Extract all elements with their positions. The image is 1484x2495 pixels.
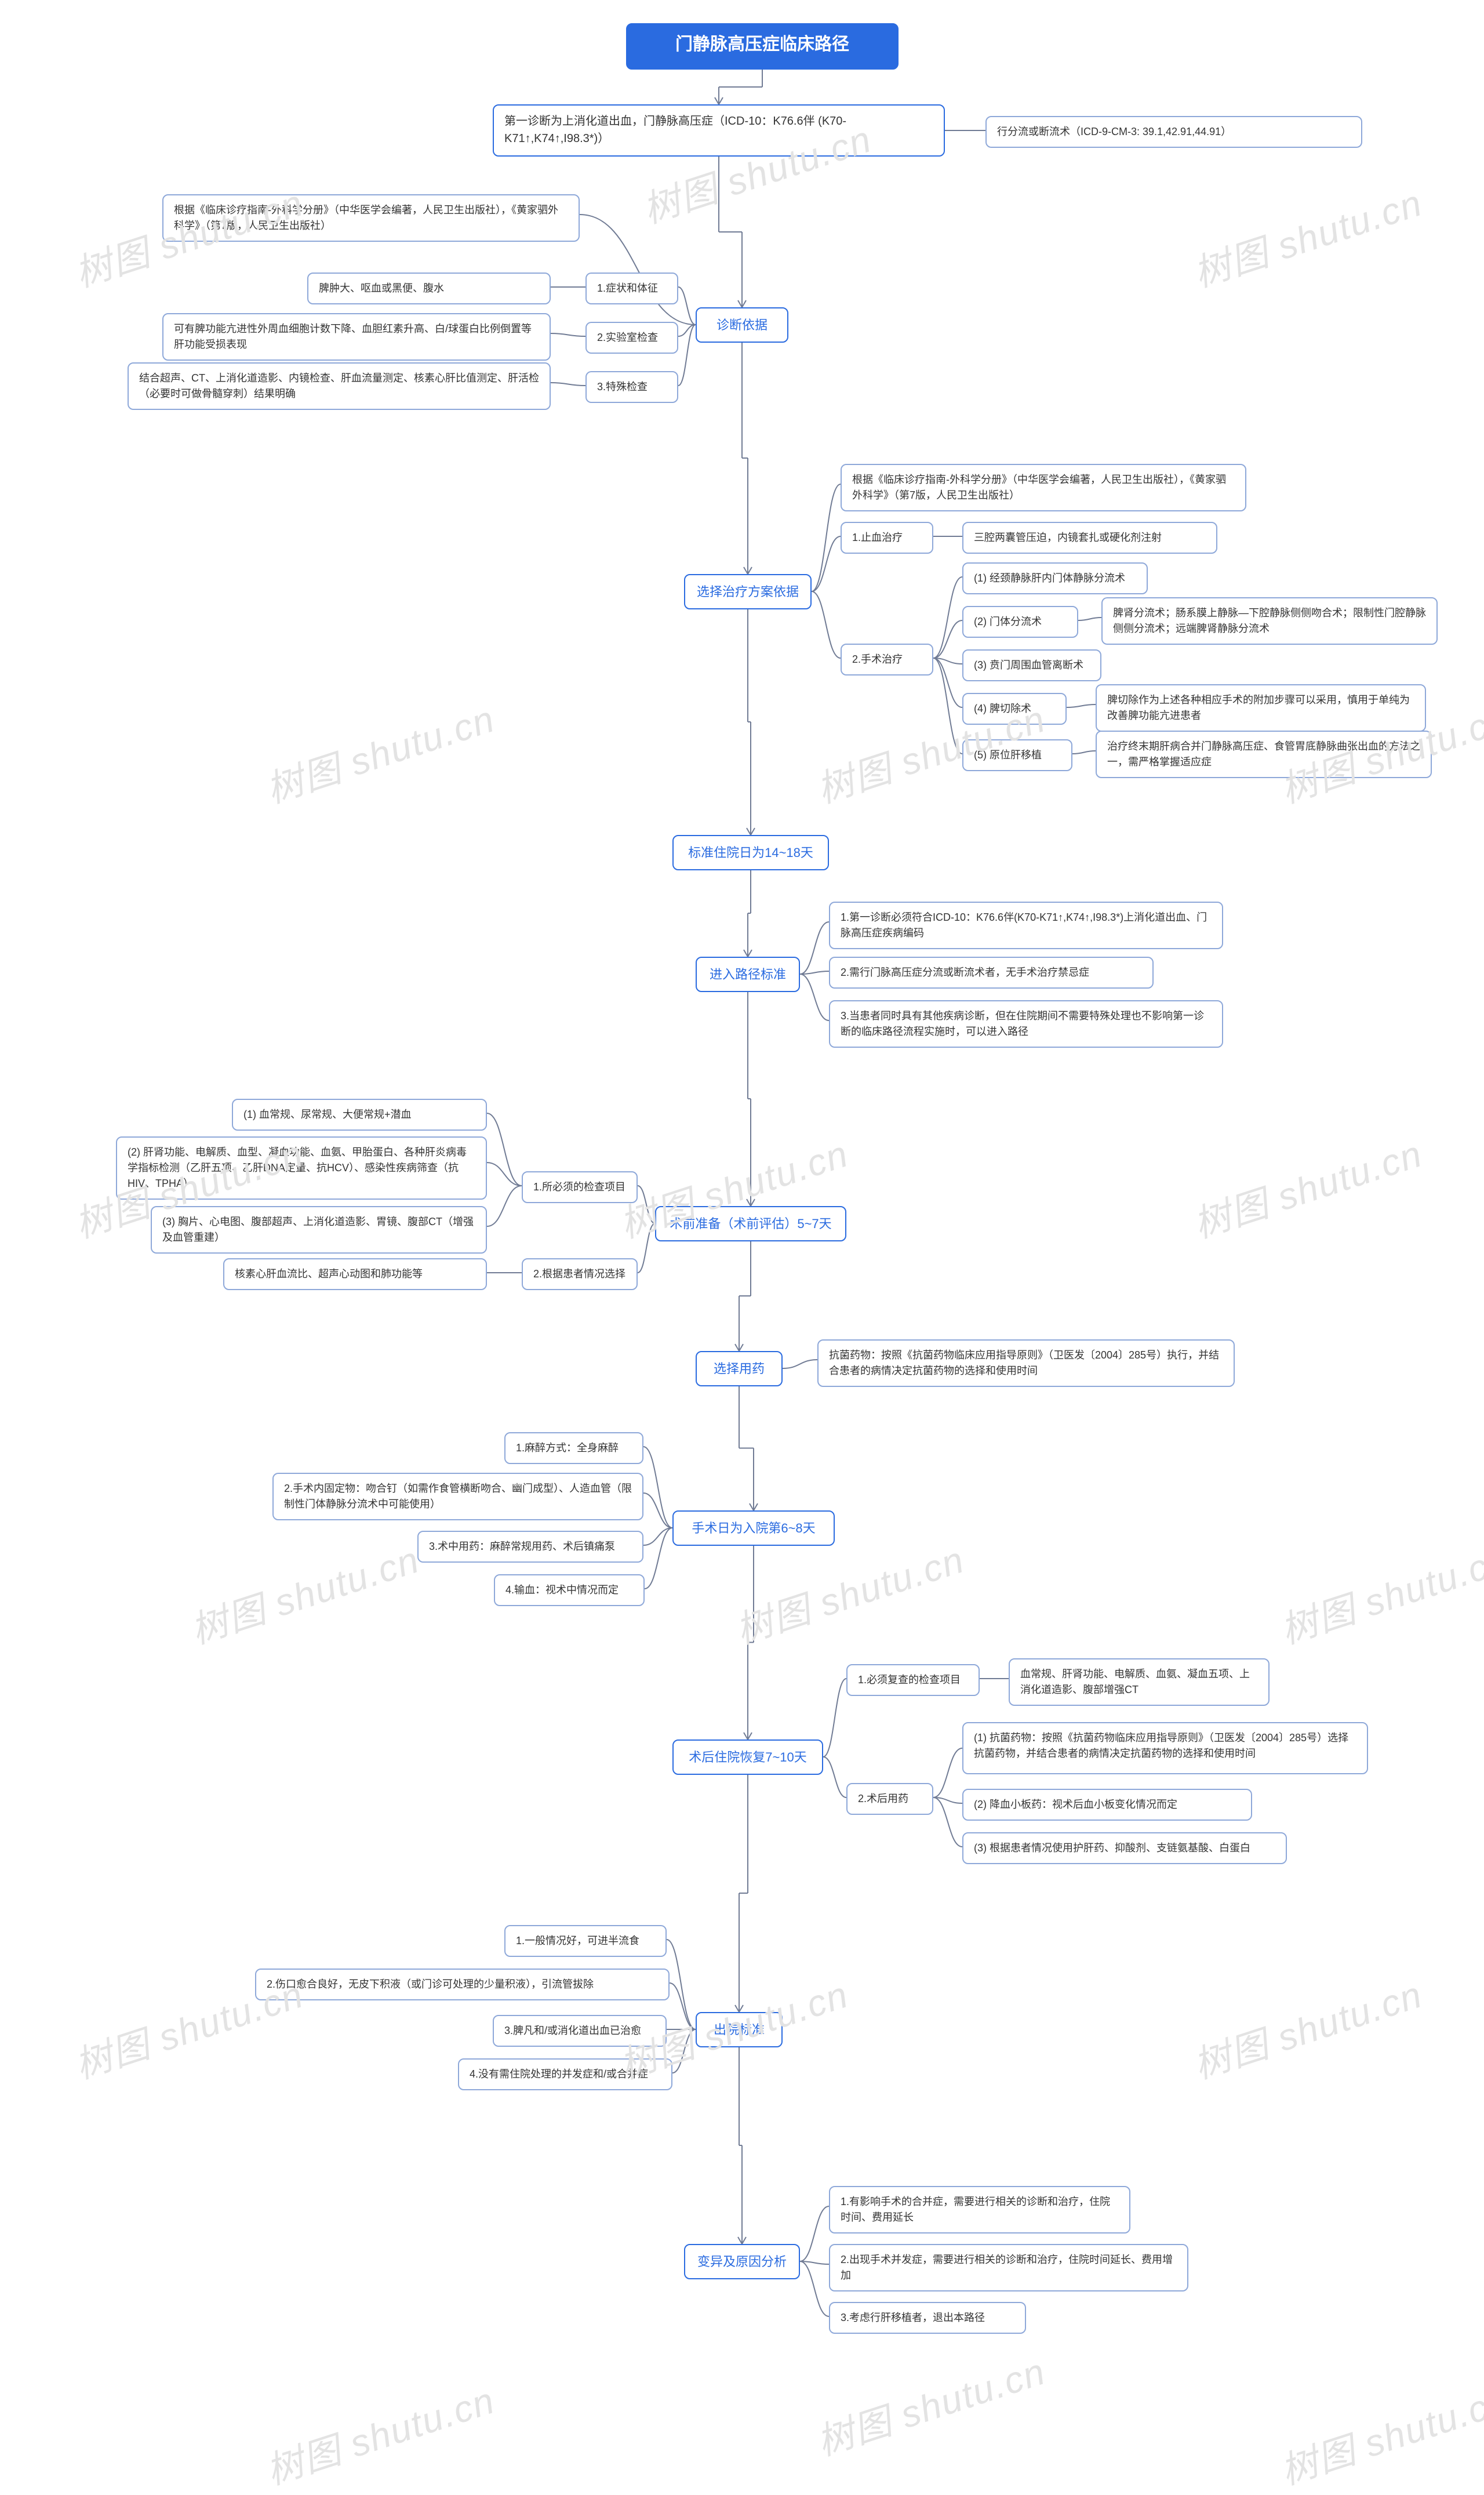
node-b2d: 可有脾功能亢进性外周血细胞计数下降、血胆红素升高、白/球蛋白比例倒置等肝功能受损… bbox=[162, 313, 551, 361]
node-e3: 3.当患者同时具有其他疾病诊断，但在住院期间不需要特殊处理也不影响第一诊断的临床… bbox=[829, 1000, 1223, 1048]
node-pre12: (2) 肝肾功能、电解质、血型、凝血功能、血氨、甲胎蛋白、各种肝炎病毒学指标检测… bbox=[116, 1136, 487, 1200]
node-e1: 1.第一诊断必须符合ICD-10：K76.6伴(K70-K71↑,K74↑,I9… bbox=[829, 902, 1223, 949]
node-drug: 选择用药 bbox=[696, 1351, 783, 1386]
node-p1d: 三腔两囊管压迫，内镜套扎或硬化剂注射 bbox=[962, 522, 1217, 554]
node-b1d: 脾肿大、呕血或黑便、腹水 bbox=[307, 273, 551, 304]
node-diag-r: 行分流或断流术（ICD-9-CM-3: 39.1,42.91,44.91） bbox=[985, 116, 1362, 148]
node-basis: 诊断依据 bbox=[696, 307, 788, 343]
node-enter: 进入路径标准 bbox=[696, 957, 800, 992]
node-basis0: 根据《临床诊疗指南-外科学分册》（中华医学会编著，人民卫生出版社），《黄家驷外科… bbox=[162, 194, 580, 242]
watermark: 树图 shutu.cn bbox=[728, 1530, 970, 1654]
node-p1: 1.止血治疗 bbox=[841, 522, 933, 554]
node-b3: 3.特殊检查 bbox=[585, 371, 678, 403]
watermark: 树图 shutu.cn bbox=[259, 689, 501, 813]
node-plan0: 根据《临床诊疗指南-外科学分册》（中华医学会编著，人民卫生出版社），《黄家驷外科… bbox=[841, 464, 1246, 511]
node-op2: 2.手术内固定物：吻合钉（如需作食管横断吻合、幽门成型）、人造血管（限制性门体静… bbox=[272, 1473, 643, 1520]
node-var: 变异及原因分析 bbox=[684, 2244, 800, 2279]
node-p24: (4) 脾切除术 bbox=[962, 693, 1067, 725]
node-post1: 1.必须复查的检查项目 bbox=[846, 1664, 980, 1696]
node-diag: 第一诊断为上消化道出血，门静脉高压症（ICD-10：K76.6伴 (K70-K7… bbox=[493, 104, 945, 157]
node-p22d: 脾肾分流术；肠系膜上静脉—下腔静脉侧侧吻合术；限制性门腔静脉侧侧分流术；远端脾肾… bbox=[1101, 597, 1438, 645]
watermark: 树图 shutu.cn bbox=[1273, 2371, 1484, 2495]
node-d4: 4.没有需住院处理的并发症和/或合并症 bbox=[458, 2058, 672, 2090]
node-pre1: 1.所必须的检查项目 bbox=[522, 1171, 638, 1203]
node-p25: (5) 原位肝移植 bbox=[962, 739, 1072, 771]
watermark: 树图 shutu.cn bbox=[1273, 1530, 1484, 1654]
node-p2: 2.手术治疗 bbox=[841, 644, 933, 675]
node-post23: (3) 根据患者情况使用护肝药、抑酸剂、支链氨基酸、白蛋白 bbox=[962, 1832, 1287, 1864]
node-d2: 2.伤口愈合良好，无皮下积液（或门诊可处理的少量积液），引流管拔除 bbox=[255, 1969, 670, 2000]
node-op4: 4.输血：视术中情况而定 bbox=[494, 1574, 645, 1606]
node-opday: 手术日为入院第6~8天 bbox=[672, 1510, 835, 1546]
node-b1: 1.症状和体征 bbox=[585, 273, 678, 304]
node-post2: 2.术后用药 bbox=[846, 1783, 933, 1815]
watermark: 树图 shutu.cn bbox=[1186, 1124, 1428, 1248]
node-pre2: 2.根据患者情况选择 bbox=[522, 1258, 638, 1290]
node-post21: (1) 抗菌药物：按照《抗菌药物临床应用指导原则》（卫医发〔2004〕285号）… bbox=[962, 1722, 1368, 1774]
node-root: 门静脉高压症临床路径 bbox=[626, 23, 899, 70]
node-post22: (2) 降血小板药：视术后血小板变化情况而定 bbox=[962, 1789, 1252, 1821]
node-op1: 1.麻醉方式：全身麻醉 bbox=[504, 1432, 643, 1464]
watermark: 树图 shutu.cn bbox=[1186, 1965, 1428, 2089]
node-d3: 3.脾凡和/或消化道出血已治愈 bbox=[493, 2015, 667, 2047]
node-op3: 3.术中用药：麻醉常规用药、术后镇痛泵 bbox=[417, 1531, 643, 1563]
node-post: 术后住院恢复7~10天 bbox=[672, 1739, 823, 1775]
node-p25d: 治疗终末期肝病合并门静脉高压症、食管胃底静脉曲张出血的方法之一，需严格掌握适应症 bbox=[1096, 731, 1432, 778]
node-v2: 2.出现手术并发症，需要进行相关的诊断和治疗，住院时间延长、费用增加 bbox=[829, 2244, 1188, 2291]
watermark: 树图 shutu.cn bbox=[183, 1530, 425, 1654]
node-pre2d: 核素心肝血流比、超声心动图和肺功能等 bbox=[223, 1258, 487, 1290]
node-disc: 出院标准 bbox=[696, 2012, 783, 2047]
node-preop: 术前准备（术前评估）5~7天 bbox=[655, 1206, 846, 1241]
node-b3d: 结合超声、CT、上消化道造影、内镜检查、肝血流量测定、核素心肝比值测定、肝活检（… bbox=[128, 362, 551, 410]
node-d1: 1.一般情况好，可进半流食 bbox=[504, 1925, 667, 1957]
node-post1d: 血常规、肝肾功能、电解质、血氨、凝血五项、上消化道造影、腹部增强CT bbox=[1009, 1658, 1270, 1706]
node-v1: 1.有影响手术的合并症，需要进行相关的诊断和治疗，住院时间、费用延长 bbox=[829, 2186, 1130, 2233]
node-plan: 选择治疗方案依据 bbox=[684, 574, 812, 609]
node-e2: 2.需行门脉高压症分流或断流术者，无手术治疗禁忌症 bbox=[829, 957, 1154, 989]
node-p22: (2) 门体分流术 bbox=[962, 606, 1078, 638]
flowchart-canvas: 门静脉高压症临床路径第一诊断为上消化道出血，门静脉高压症（ICD-10：K76.… bbox=[0, 0, 1484, 2493]
node-p21: (1) 经颈静脉肝内门体静脉分流术 bbox=[962, 562, 1148, 594]
node-pre11: (1) 血常规、尿常规、大便常规+潜血 bbox=[232, 1099, 487, 1131]
node-pre13: (3) 胸片、心电图、腹部超声、上消化道造影、胃镜、腹部CT（增强及血管重建） bbox=[151, 1206, 487, 1254]
watermark: 树图 shutu.cn bbox=[809, 2342, 1052, 2466]
watermark: 树图 shutu.cn bbox=[1186, 173, 1428, 297]
node-p24d: 脾切除作为上述各种相应手术的附加步骤可以采用，慎用于单纯为改善脾功能亢进患者 bbox=[1096, 684, 1426, 732]
watermark: 树图 shutu.cn bbox=[259, 2371, 501, 2495]
node-b2: 2.实验室检查 bbox=[585, 322, 678, 354]
node-p23: (3) 贲门周围血管离断术 bbox=[962, 649, 1101, 681]
node-stay: 标准住院日为14~18天 bbox=[672, 835, 829, 870]
node-drug1: 抗菌药物：按照《抗菌药物临床应用指导原则》（卫医发〔2004〕285号）执行，并… bbox=[817, 1339, 1235, 1387]
node-v3: 3.考虑行肝移植者，退出本路径 bbox=[829, 2302, 1026, 2334]
